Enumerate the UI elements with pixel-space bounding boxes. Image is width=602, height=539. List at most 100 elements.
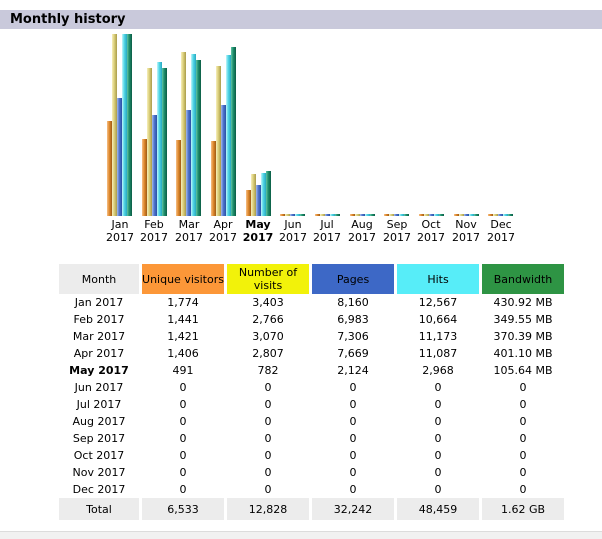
value-cell: 0 xyxy=(349,398,357,411)
x-axis-label: Sep 2017 xyxy=(383,218,411,244)
value-cell: 0 xyxy=(434,381,442,394)
month-cell: Sep 2017 xyxy=(72,432,126,445)
x-axis-label: Dec 2017 xyxy=(487,218,515,244)
chart-bar xyxy=(429,214,434,216)
table-row: Dec 2017 0 0 0 0 0 xyxy=(59,481,564,498)
value-cell: 0 xyxy=(519,432,527,445)
table-row: Jul 2017 0 0 0 0 0 xyxy=(59,396,564,413)
chart-bar xyxy=(365,214,370,216)
total-value-cell: 32,242 xyxy=(312,498,394,520)
month-cell: Nov 2017 xyxy=(72,466,126,479)
value-cell: 0 xyxy=(519,449,527,462)
x-axis-label: May 2017 xyxy=(242,218,274,244)
value-cell: 1,774 xyxy=(167,296,199,309)
chart-bar xyxy=(434,214,439,216)
chart-bar xyxy=(186,110,191,216)
table-row: Mar 2017 1,421 3,070 7,306 11,173 370.39 MB xyxy=(59,328,564,345)
table-row: Apr 2017 1,406 2,807 7,669 11,087 401.10 MB xyxy=(59,345,564,362)
value-cell: 782 xyxy=(257,364,279,377)
chart-bar xyxy=(251,174,256,216)
value-cell: 2,766 xyxy=(252,313,284,326)
column-header-unique-visitors: Unique visitors xyxy=(142,264,224,294)
value-cell: 349.55 MB xyxy=(493,313,553,326)
chart-bar xyxy=(320,214,325,216)
month-cell: Apr 2017 xyxy=(73,347,125,360)
x-axis-label: Mar 2017 xyxy=(175,218,203,244)
value-cell: 11,173 xyxy=(418,330,458,343)
total-row: Total 6,533 12,828 32,242 48,459 1.62 GB xyxy=(59,498,564,520)
bottom-divider-strip xyxy=(0,531,602,539)
chart-bar xyxy=(290,214,295,216)
bar-group-jan-2017 xyxy=(107,28,132,216)
value-cell: 0 xyxy=(434,449,442,462)
table-row: Feb 2017 1,441 2,766 6,983 10,664 349.55 MB xyxy=(59,311,564,328)
chart-bar xyxy=(399,214,404,216)
value-cell: 0 xyxy=(264,381,272,394)
chart-bar xyxy=(508,214,513,216)
chart-bar xyxy=(300,214,305,216)
value-cell: 3,403 xyxy=(252,296,284,309)
chart-bar xyxy=(211,141,216,216)
value-cell: 0 xyxy=(519,381,527,394)
value-cell: 0 xyxy=(179,415,187,428)
x-axis-label: Apr 2017 xyxy=(209,218,237,244)
bar-group-apr-2017 xyxy=(211,28,236,216)
value-cell: 0 xyxy=(179,466,187,479)
value-cell: 0 xyxy=(179,398,187,411)
value-cell: 0 xyxy=(434,398,442,411)
chart-bar xyxy=(394,214,399,216)
x-axis-label: Aug 2017 xyxy=(348,218,376,244)
chart-bar xyxy=(474,214,479,216)
value-cell: 0 xyxy=(179,381,187,394)
month-cell: Oct 2017 xyxy=(73,449,125,462)
value-cell: 6,983 xyxy=(337,313,369,326)
chart-bar xyxy=(256,185,261,216)
chart-bar xyxy=(196,60,201,216)
month-cell: Jan 2017 xyxy=(74,296,124,309)
value-cell: 0 xyxy=(264,466,272,479)
x-axis-label: Feb 2017 xyxy=(140,218,168,244)
chart-bar xyxy=(315,214,320,216)
chart-bar xyxy=(464,214,469,216)
chart-bar xyxy=(176,140,181,216)
value-cell: 11,087 xyxy=(418,347,458,360)
value-cell: 0 xyxy=(434,483,442,496)
bar-group-nov-2017 xyxy=(454,28,479,216)
value-cell: 2,807 xyxy=(252,347,284,360)
bar-group-feb-2017 xyxy=(142,28,167,216)
value-cell: 370.39 MB xyxy=(493,330,553,343)
chart-bar xyxy=(384,214,389,216)
chart-bar xyxy=(295,214,300,216)
value-cell: 0 xyxy=(349,466,357,479)
table-row: Jan 2017 1,774 3,403 8,160 12,567 430.92 MB xyxy=(59,294,564,311)
month-cell: Jun 2017 xyxy=(74,381,124,394)
value-cell: 0 xyxy=(434,415,442,428)
value-cell: 0 xyxy=(519,483,527,496)
table-header: Month Unique visitors Number of visits Page… xyxy=(59,264,564,294)
chart-bar xyxy=(454,214,459,216)
month-cell: Aug 2017 xyxy=(72,415,126,428)
value-cell: 0 xyxy=(349,449,357,462)
total-value-cell: 48,459 xyxy=(397,498,479,520)
chart-bar xyxy=(162,68,167,216)
value-cell: 0 xyxy=(434,466,442,479)
chart-bar xyxy=(350,214,355,216)
value-cell: 0 xyxy=(519,415,527,428)
monthly-history-table: Month Unique visitors Number of visits Page… xyxy=(56,264,567,520)
value-cell: 430.92 MB xyxy=(493,296,553,309)
chart-bar xyxy=(266,171,271,216)
total-value-cell: 1.62 GB xyxy=(482,498,564,520)
value-cell: 0 xyxy=(434,432,442,445)
value-cell: 0 xyxy=(179,483,187,496)
value-cell: 0 xyxy=(264,415,272,428)
x-axis-label: Jun 2017 xyxy=(279,218,307,244)
value-cell: 0 xyxy=(179,449,187,462)
monthly-chart xyxy=(0,28,602,216)
table-row: May 2017 491 782 2,124 2,968 105.64 MB xyxy=(59,362,564,379)
x-axis-label: Jan 2017 xyxy=(106,218,134,244)
chart-bar xyxy=(488,214,493,216)
chart-bar xyxy=(469,214,474,216)
chart-bar xyxy=(493,214,498,216)
value-cell: 105.64 MB xyxy=(493,364,553,377)
